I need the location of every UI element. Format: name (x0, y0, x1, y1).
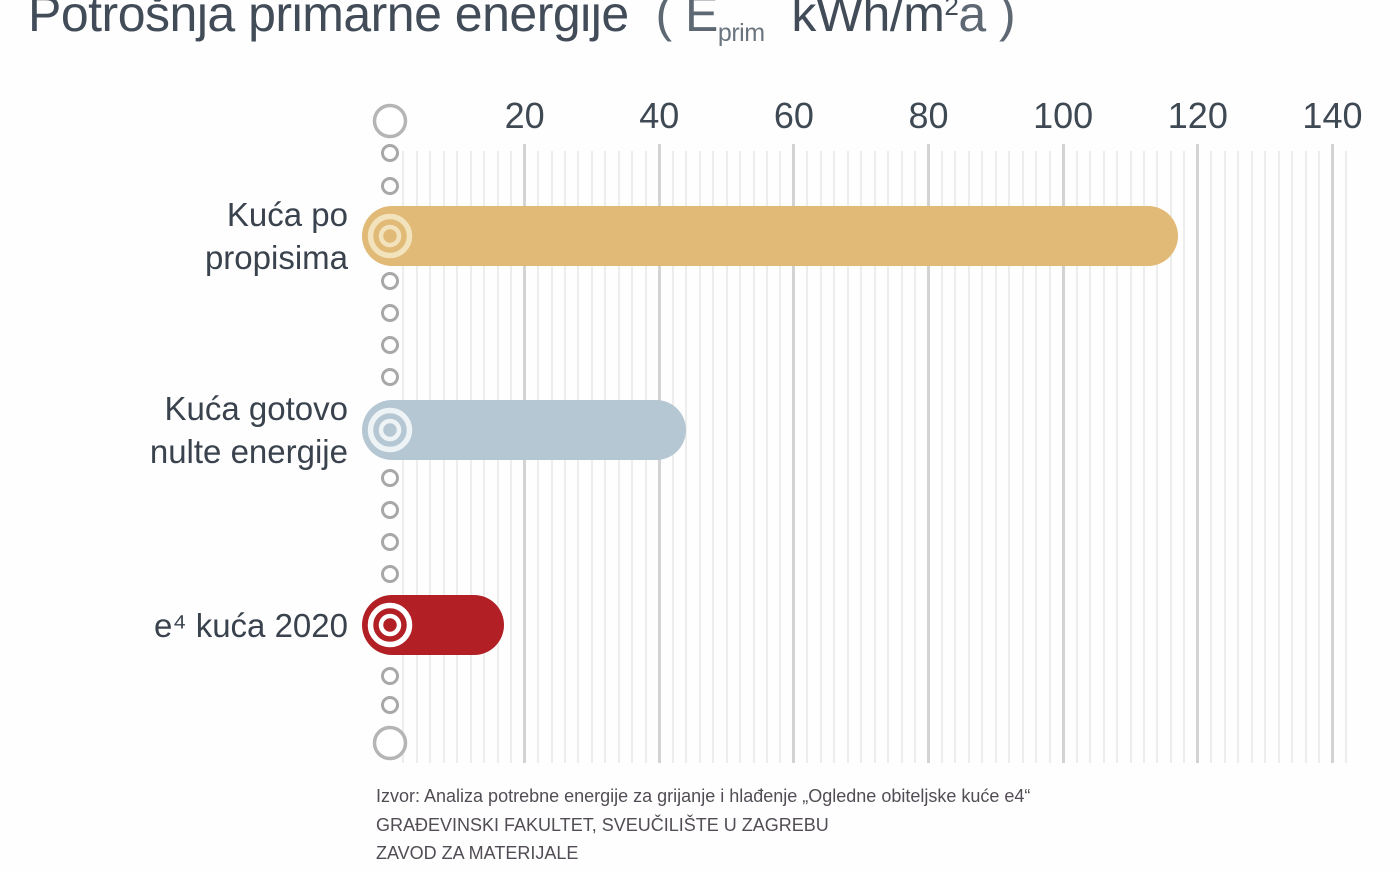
category-label: Kuća gotovo nulte energije (150, 387, 348, 473)
gridline-major (1196, 144, 1200, 763)
gridline-minor (752, 151, 755, 763)
gridline-minor (1075, 151, 1078, 763)
gridline-minor (1021, 151, 1024, 763)
gridline-minor (846, 151, 849, 763)
axis-dot-circle (381, 304, 399, 322)
gridline-minor (981, 151, 984, 763)
axis-dot-circle (381, 667, 399, 685)
source-note: Izvor: Analiza potrebne energije za grij… (376, 782, 1030, 868)
chart-title-unit-close: a ) (958, 0, 1016, 42)
x-axis-tick-label: 140 (1302, 95, 1363, 136)
x-axis-tick-label: 40 (639, 95, 680, 136)
gridline-minor (671, 151, 674, 763)
gridline-minor (967, 151, 970, 763)
chart-title-symbol: ( E (655, 0, 719, 42)
gridline-minor (1183, 151, 1186, 763)
gridline-minor (698, 151, 701, 763)
axis-dot-circle (381, 696, 399, 714)
x-axis-tick-label: 100 (1033, 95, 1094, 136)
gridline-minor (941, 151, 944, 763)
chart-title-main: Potrošnja primarne energije (28, 0, 629, 42)
axis-dot-circle (381, 533, 399, 551)
axis-dot-circle (381, 501, 399, 519)
gridline-minor (887, 151, 890, 763)
gridline-minor (900, 151, 903, 763)
axis-dot-circle (381, 565, 399, 583)
gridline-minor (1210, 151, 1213, 763)
gridline-minor (779, 151, 782, 763)
gridline-minor (1102, 151, 1105, 763)
gridline-minor (1304, 151, 1307, 763)
gridline-minor (712, 151, 715, 763)
category-label-line: propisima (204, 239, 348, 276)
bar (362, 400, 687, 460)
axis-endpoint-circle (372, 103, 408, 139)
category-label-line: e⁴ kuća 2020 (154, 606, 348, 644)
gridline-minor (1277, 151, 1280, 763)
gridline-minor (765, 151, 768, 763)
gridline-minor (954, 151, 957, 763)
gridline-minor (685, 151, 688, 763)
gridline-minor (1291, 151, 1294, 763)
gridline-minor (1035, 151, 1038, 763)
gridline-minor (806, 151, 809, 763)
gridline-minor (914, 151, 917, 763)
gridline-major (1061, 144, 1065, 763)
axis-endpoint-circle (372, 725, 408, 761)
gridline-minor (1223, 151, 1226, 763)
category-label-line: nulte energije (149, 433, 348, 470)
gridline-minor (1237, 151, 1240, 763)
gridline-minor (860, 151, 863, 763)
source-line: Izvor: Analiza potrebne energije za grij… (376, 786, 1031, 806)
gridline-minor (1116, 151, 1119, 763)
x-axis-tick-label: 20 (504, 95, 545, 136)
gridline-minor (1048, 151, 1051, 763)
chart-title-unit: kWh/m (791, 0, 945, 42)
axis-dot-circle (381, 368, 399, 386)
chart-title-superscript: 2 (944, 0, 959, 21)
category-label-line: Kuća gotovo (164, 390, 348, 427)
axis-dot-circle (381, 469, 399, 487)
bar (362, 206, 1178, 266)
gridline-minor (1169, 151, 1172, 763)
gridline-minor (819, 151, 822, 763)
axis-dot-circle (381, 177, 399, 195)
gridline-minor (1129, 151, 1132, 763)
gridline-minor (994, 151, 997, 763)
chart-title-subscript: prim (717, 19, 765, 47)
source-line: GRAĐEVINSKI FAKULTET, SVEUČILIŠTE U ZAGR… (376, 814, 829, 835)
bar (362, 595, 505, 655)
category-label: Kuća po propisima (205, 193, 348, 279)
gridline-minor (1008, 151, 1011, 763)
axis-dot-circle (381, 272, 399, 290)
gridline-minor (1089, 151, 1092, 763)
gridline-major (927, 144, 931, 763)
gridline-minor (833, 151, 836, 763)
x-axis-tick-label: 80 (908, 95, 949, 136)
gridline-minor (1264, 151, 1267, 763)
chart-title: Potrošnja primarne energije ( Eprim kWh/… (28, 0, 1016, 48)
gridline-minor (1318, 151, 1321, 763)
gridline-major (792, 144, 796, 763)
source-line: ZAVOD ZA MATERIJALE (376, 843, 579, 863)
gridline-minor (725, 151, 728, 763)
axis-dot-circle (381, 336, 399, 354)
category-label: e⁴ kuća 2020 (154, 604, 348, 647)
axis-dot-circle (381, 144, 399, 162)
gridline-minor (873, 151, 876, 763)
gridline-minor (1142, 151, 1145, 763)
gridline-minor (1344, 151, 1347, 763)
gridline-minor (1156, 151, 1159, 763)
x-axis-tick-label: 120 (1167, 95, 1228, 136)
gridline-minor (1250, 151, 1253, 763)
gridline-major (1330, 144, 1334, 763)
x-axis-tick-label: 60 (773, 95, 814, 136)
category-label-line: Kuća po (226, 196, 348, 233)
gridline-minor (739, 151, 742, 763)
